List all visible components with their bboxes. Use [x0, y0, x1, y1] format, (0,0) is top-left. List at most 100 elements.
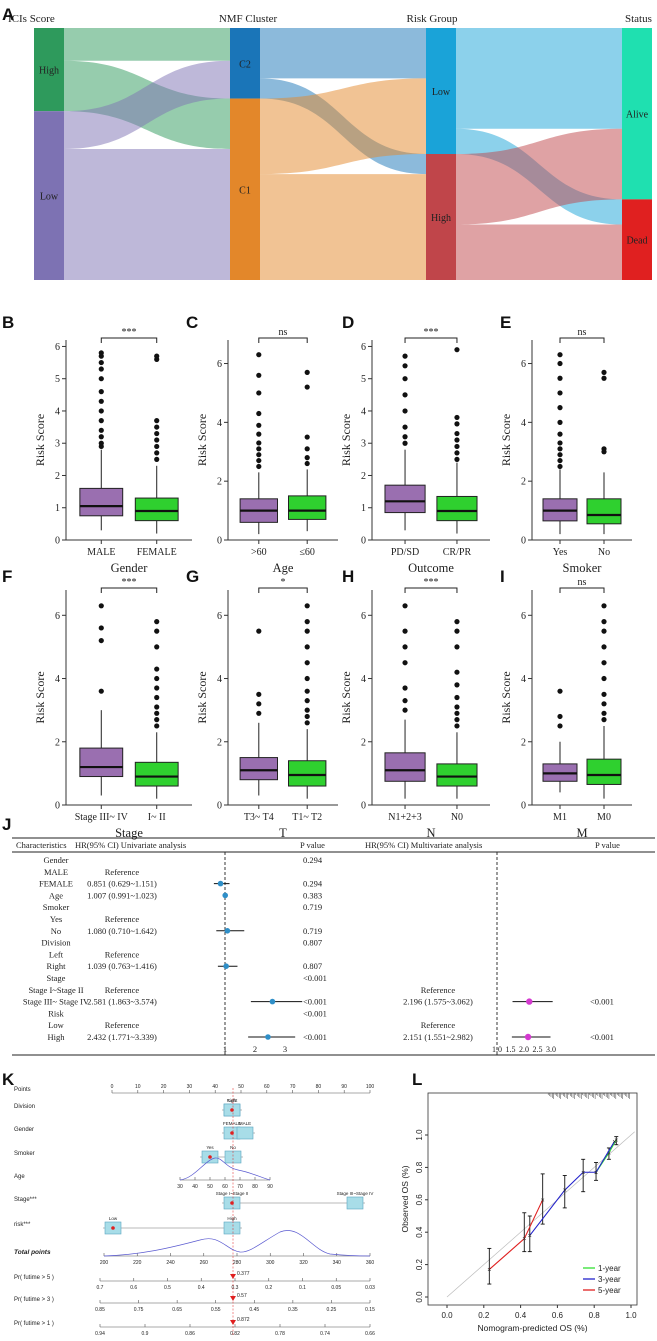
uni-p-value: 0.719: [303, 902, 322, 912]
multi-p-value: <0.001: [590, 1032, 614, 1042]
y-tick-label: 2: [217, 737, 222, 748]
calibration-point: ×: [541, 1197, 545, 1204]
box-outlier: [304, 713, 310, 720]
table-header: HR(95% CI) Univariate analysis: [75, 840, 186, 850]
multi-hr-text: 2.196 (1.575~3.062): [403, 997, 473, 1007]
y-tick-label: 0.2: [415, 1258, 424, 1270]
sankey-link: [64, 28, 230, 61]
box-outlier: [557, 688, 563, 694]
nomogram-row-label: Smoker: [14, 1151, 35, 1157]
box-outlier: [454, 644, 460, 650]
box-outlier: [98, 350, 104, 356]
uni-hr-text: 2.432 (1.771~3.339): [87, 1032, 157, 1042]
significance-label: ns: [578, 327, 587, 338]
box-outlier: [304, 688, 310, 694]
uni-p-value: 0.807: [303, 961, 322, 971]
box-outlier: [154, 704, 160, 710]
nomogram-row-label: Stage***: [14, 1197, 37, 1203]
nomogram-tick-label: 240: [166, 1260, 175, 1266]
y-tick-label: 6: [361, 342, 366, 353]
box-outlier: [154, 644, 160, 650]
table-row-label: Stage III~ Stage IV: [23, 997, 90, 1007]
panel-letter: L: [412, 1070, 422, 1089]
nomogram-patient-marker: [208, 1155, 212, 1159]
calibration-panel-l: 0.0 0.2 0.4 0.6 0.8 1.0 0.0 0.2 0.4 0.6 0.8 1.0 Nomo…: [400, 1092, 638, 1333]
sankey-node: [426, 28, 456, 154]
nomogram-row-label: Points: [14, 1087, 31, 1093]
x-tick-label: Yes: [553, 547, 568, 558]
x-tick-label: >60: [251, 547, 267, 558]
nomogram-tick-label: 0.65: [172, 1307, 182, 1313]
box-outlier: [154, 717, 160, 723]
calibration-point: ×: [612, 1139, 616, 1146]
nomogram-level-label: MALE: [239, 1121, 251, 1126]
box-outlier: [402, 408, 408, 414]
sankey-node: [230, 98, 260, 280]
nomogram-level-box: [223, 1221, 241, 1235]
box-outlier: [601, 644, 607, 650]
nomogram-tick-label: 0.5: [164, 1285, 171, 1291]
significance-label: ns: [578, 577, 587, 588]
table-row-label: Low: [48, 1020, 64, 1030]
box-outlier: [256, 691, 262, 697]
uni-p-value: 0.383: [303, 890, 322, 900]
y-tick-label: 0.0: [415, 1291, 424, 1303]
box-body: [239, 757, 279, 781]
y-tick-label: 2: [361, 471, 366, 482]
nomogram-tick-label: 320: [299, 1260, 308, 1266]
significance-label: *: [281, 577, 286, 588]
box-outlier: [154, 437, 160, 443]
box-outlier: [98, 398, 104, 404]
y-axis-label: Risk Score: [195, 671, 209, 723]
box-outlier: [557, 457, 563, 464]
nomogram-row-label: Age: [14, 1174, 25, 1180]
uni-hr-text: Reference: [105, 985, 140, 995]
panel-letter: G: [186, 567, 199, 586]
box-outlier: [402, 434, 408, 440]
y-tick-label: 0: [361, 536, 366, 547]
box-body: [436, 763, 478, 787]
table-row-label: Division: [41, 938, 71, 948]
box-outlier: [154, 450, 160, 456]
y-tick-label: 6: [521, 611, 526, 622]
nomogram-prob-marker: [230, 1274, 236, 1279]
box-outlier: [304, 619, 310, 625]
nomogram-panel-k: Points 0 10 20 30 40 50 60 70 80 90 100 Division Righ…: [14, 1084, 375, 1337]
box-outlier: [98, 688, 104, 694]
nomogram-tick-label: 0.45: [249, 1307, 259, 1313]
y-tick-label: 6: [55, 611, 60, 622]
box-outlier: [154, 666, 160, 672]
y-tick-label: 5: [361, 374, 366, 385]
significance-label: ***: [424, 327, 439, 338]
box-outlier: [98, 418, 104, 424]
uni-hr-point: [217, 880, 224, 887]
calibration-series-line: [488, 1199, 544, 1270]
x-tick-label: FEMALE: [137, 547, 177, 558]
box-outlier: [154, 353, 160, 359]
forest-panel-j: Characteristics HR(95% CI) Univariate ana…: [12, 837, 655, 1056]
sankey-node-label: C2: [239, 59, 251, 70]
box-outlier: [601, 369, 607, 375]
nomogram-tick-label: 0.05: [331, 1285, 341, 1291]
box-outlier: [402, 698, 408, 704]
table-row-label: Risk: [48, 1008, 64, 1018]
x-axis-label: Age: [273, 561, 294, 575]
x-axis-label: M: [576, 826, 587, 840]
sankey-column-title: NMF Cluster: [219, 13, 278, 25]
box-outlier: [402, 424, 408, 430]
x-tick-label: CR/PR: [443, 547, 472, 558]
nomogram-level-label: Right: [227, 1098, 238, 1103]
panel-letter: K: [2, 1070, 15, 1089]
box-outlier: [454, 450, 460, 456]
x-tick-label: M0: [597, 812, 611, 823]
y-tick-label: 3: [361, 439, 366, 450]
sankey-link: [64, 60, 230, 149]
box-body: [288, 760, 327, 787]
box-outlier: [601, 375, 607, 381]
box-outlier: [402, 660, 408, 666]
panel-letter: B: [2, 313, 14, 332]
nomogram-tick-label: 0.2: [265, 1285, 272, 1291]
sankey-node: [622, 28, 652, 200]
uni-p-value: <0.001: [303, 1032, 327, 1042]
nomogram-tick-label: 40: [212, 1084, 218, 1090]
